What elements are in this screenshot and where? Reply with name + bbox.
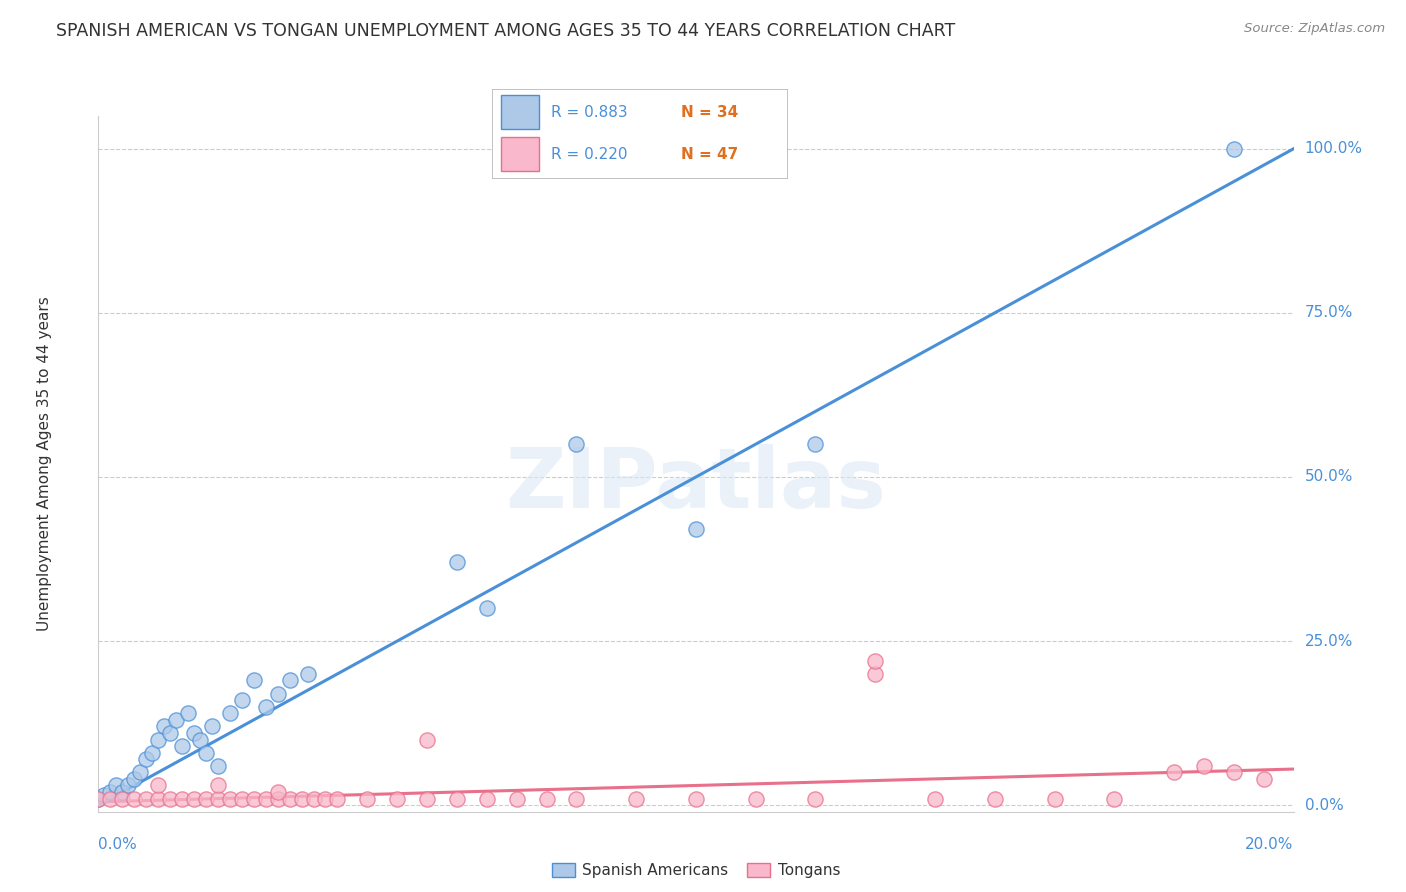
Point (446, 791, 468, 805)
Point (1253, 772, 1275, 786)
Point (87, 791, 110, 805)
Point (159, 791, 181, 805)
Point (745, 791, 768, 805)
Point (254, 699, 277, 714)
Point (475, 791, 498, 805)
Point (297, 666, 319, 681)
Point (565, 791, 588, 805)
FancyBboxPatch shape (501, 95, 540, 129)
Point (183, 791, 205, 805)
Point (1104, 791, 1126, 805)
Point (278, 791, 301, 805)
Point (416, 791, 439, 805)
Point (129, 765, 152, 780)
Point (243, 791, 266, 805)
Point (183, 726, 205, 740)
Point (219, 706, 242, 721)
Point (111, 791, 134, 805)
Point (117, 779, 139, 793)
Point (135, 752, 157, 766)
Text: 75.0%: 75.0% (1305, 305, 1353, 320)
Text: ZIPatlas: ZIPatlas (506, 444, 886, 525)
Point (326, 791, 349, 805)
Point (93, 789, 115, 803)
Point (231, 693, 253, 707)
Point (983, 791, 1005, 805)
Point (1223, 142, 1246, 156)
Point (1163, 765, 1185, 780)
Point (685, 791, 707, 805)
Point (385, 791, 409, 805)
Point (865, 666, 887, 681)
Point (804, 437, 827, 451)
Text: N = 47: N = 47 (681, 147, 738, 161)
Text: 20.0%: 20.0% (1246, 837, 1294, 852)
Point (148, 779, 170, 793)
Point (194, 791, 218, 805)
Legend: Spanish Americans, Tongans: Spanish Americans, Tongans (546, 857, 846, 884)
Point (290, 791, 312, 805)
Point (356, 791, 378, 805)
Point (188, 732, 211, 747)
Point (506, 791, 529, 805)
Point (98, 791, 122, 805)
Point (804, 791, 827, 805)
Text: 0.0%: 0.0% (1305, 797, 1343, 813)
Point (924, 791, 946, 805)
Point (446, 555, 468, 569)
Point (865, 654, 887, 668)
Point (148, 791, 170, 805)
Point (153, 719, 176, 733)
Point (1192, 758, 1215, 772)
Point (194, 746, 218, 760)
Text: R = 0.220: R = 0.220 (551, 147, 627, 161)
Point (159, 726, 181, 740)
Point (254, 791, 277, 805)
Point (243, 673, 266, 688)
Point (416, 732, 439, 747)
Point (177, 706, 200, 721)
Text: 0.0%: 0.0% (98, 837, 138, 852)
Point (165, 713, 187, 727)
Point (172, 739, 194, 753)
Point (302, 791, 325, 805)
Point (124, 791, 146, 805)
Point (87, 791, 110, 805)
Point (231, 791, 253, 805)
Text: 25.0%: 25.0% (1305, 633, 1353, 648)
Point (141, 746, 163, 760)
Point (98, 785, 122, 799)
Point (267, 687, 290, 701)
Text: SPANISH AMERICAN VS TONGAN UNEMPLOYMENT AMONG AGES 35 TO 44 YEARS CORRELATION CH: SPANISH AMERICAN VS TONGAN UNEMPLOYMENT … (56, 22, 956, 40)
Point (105, 779, 128, 793)
Point (207, 758, 229, 772)
Point (201, 719, 224, 733)
Text: Source: ZipAtlas.com: Source: ZipAtlas.com (1244, 22, 1385, 36)
FancyBboxPatch shape (501, 137, 540, 171)
Text: Unemployment Among Ages 35 to 44 years: Unemployment Among Ages 35 to 44 years (37, 296, 52, 632)
Point (135, 791, 157, 805)
Point (1043, 791, 1066, 805)
Text: R = 0.883: R = 0.883 (551, 105, 627, 120)
Point (124, 772, 146, 786)
Text: 50.0%: 50.0% (1305, 469, 1353, 484)
Point (565, 437, 588, 451)
Point (148, 732, 170, 747)
Point (267, 791, 290, 805)
Text: N = 34: N = 34 (681, 105, 738, 120)
Point (267, 785, 290, 799)
Point (536, 791, 558, 805)
Point (475, 601, 498, 615)
Point (172, 791, 194, 805)
Point (111, 785, 134, 799)
Text: 100.0%: 100.0% (1305, 141, 1362, 156)
Point (278, 673, 301, 688)
Point (1223, 765, 1246, 780)
Point (315, 791, 337, 805)
Point (624, 791, 647, 805)
Point (207, 791, 229, 805)
Point (685, 523, 707, 537)
Point (207, 779, 229, 793)
Point (219, 791, 242, 805)
